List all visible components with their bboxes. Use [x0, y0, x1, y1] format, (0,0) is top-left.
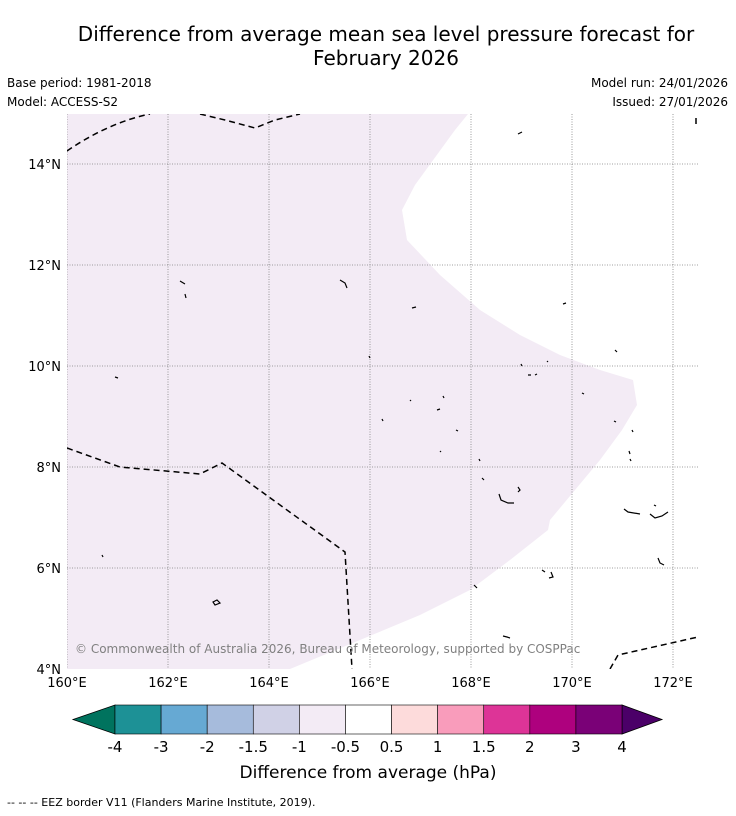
colorbar-tick-label: -1.5 [239, 738, 268, 756]
eez-border-nw [67, 114, 151, 152]
lat-label: 14°N [28, 158, 61, 173]
eez-border-se [609, 636, 698, 669]
colorbar-segment [252, 704, 300, 735]
lat-label: 4°N [37, 663, 62, 678]
colorbar-tick-label: -4 [108, 738, 123, 756]
lon-label: 170°E [552, 676, 592, 691]
colorbar-tick-label: 1 [433, 738, 443, 756]
colorbar-title: Difference from average (hPa) [240, 763, 497, 783]
colorbar-ticks: -4 -3 -2 -1.5 -1 -0.5 0.5 1 1.5 2 3 4 [108, 738, 627, 756]
colorbar-extend-low [71, 704, 116, 735]
lon-label: 172°E [653, 676, 693, 691]
lon-label: 164°E [249, 676, 289, 691]
colorbar-extend-high [621, 704, 664, 735]
lat-labels: 14°N 12°N 10°N 8°N 6°N 4°N [28, 158, 61, 678]
island [517, 486, 521, 493]
island [541, 569, 554, 579]
chart-title: Difference from average mean sea level p… [0, 22, 736, 70]
eez-borders [67, 114, 698, 669]
lat-label: 10°N [28, 360, 61, 375]
lon-labels: 160°E 162°E 164°E 166°E 168°E 170°E 172°… [47, 676, 693, 691]
lat-label: 6°N [37, 562, 62, 577]
island [409, 395, 445, 411]
island [502, 635, 511, 639]
island [411, 306, 417, 309]
island [101, 554, 104, 558]
lon-label: 160°E [47, 676, 87, 691]
colorbar-tick-label: 2 [525, 738, 535, 756]
map-figure: © Commonwealth of Australia 2026, Bureau… [28, 114, 698, 783]
island [623, 508, 669, 519]
issued-date: Issued: 27/01/2026 [612, 95, 728, 109]
model-name: Model: ACCESS-S2 [7, 95, 119, 109]
colorbar-tick-label: -2 [200, 738, 215, 756]
title-line-2: February 2026 [313, 46, 459, 70]
island [517, 131, 523, 135]
colorbar-tick-label: -3 [154, 738, 169, 756]
title-line-1: Difference from average mean sea level p… [77, 22, 695, 46]
eez-border-legend: -- -- -- EEZ border V11 (Flanders Marine… [7, 796, 316, 809]
island [520, 360, 549, 376]
map-area: © Commonwealth of Australia 2026, Bureau… [67, 114, 698, 669]
island [339, 279, 348, 289]
lon-label: 162°E [148, 676, 188, 691]
island [581, 349, 618, 395]
colorbar-tick-label: 1.5 [472, 738, 496, 756]
gridlines [67, 114, 698, 669]
colorbar-tick-label: -1 [292, 738, 307, 756]
colorbar-segment [114, 704, 162, 735]
colorbar-segment [345, 704, 392, 735]
island [212, 599, 222, 606]
colorbar-segment [529, 704, 577, 735]
colorbar-segment [206, 704, 254, 735]
colorbar-segment [575, 704, 623, 735]
eez-border-sw [67, 447, 353, 669]
colorbar-tick-label: 0.5 [380, 738, 404, 756]
model-run: Model run: 24/01/2026 [590, 76, 728, 90]
islands [101, 131, 669, 639]
base-period: Base period: 1981-2018 [7, 76, 152, 90]
island [653, 504, 657, 507]
meta-left: Base period: 1981-2018 Model: ACCESS-S2 [7, 74, 152, 112]
island [613, 420, 634, 462]
lat-label: 8°N [37, 461, 62, 476]
island [498, 493, 514, 504]
colorbar-segment [160, 704, 208, 735]
meta-right: Model run: 24/01/2026 Issued: 27/01/2026 [591, 74, 728, 112]
island [114, 376, 119, 379]
island [478, 458, 485, 481]
lat-label: 12°N [28, 259, 61, 274]
island [562, 302, 567, 305]
lon-label: 168°E [451, 676, 491, 691]
copyright-text: © Commonwealth of Australia 2026, Bureau… [75, 642, 580, 656]
island [381, 418, 459, 453]
colorbar-tick-label: -0.5 [331, 738, 360, 756]
colorbar-tick-label: 3 [571, 738, 581, 756]
colorbar-segment [437, 704, 485, 735]
island [368, 355, 371, 359]
anomaly-region [67, 114, 637, 669]
colorbar-segment [299, 704, 346, 735]
island [657, 557, 665, 566]
island [473, 584, 478, 589]
lon-label: 166°E [350, 676, 390, 691]
colorbar-tick-label: 4 [617, 738, 627, 756]
colorbar-segments [114, 704, 623, 735]
colorbar: -4 -3 -2 -1.5 -1 -0.5 0.5 1 1.5 2 3 4 Difference fr… [71, 704, 664, 783]
colorbar-segment [483, 704, 531, 735]
island [179, 280, 187, 299]
colorbar-segment [391, 704, 438, 735]
